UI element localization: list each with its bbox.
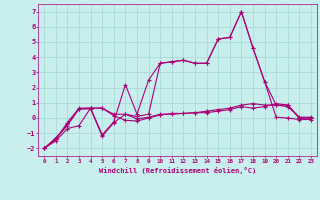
X-axis label: Windchill (Refroidissement éolien,°C): Windchill (Refroidissement éolien,°C) — [99, 167, 256, 174]
